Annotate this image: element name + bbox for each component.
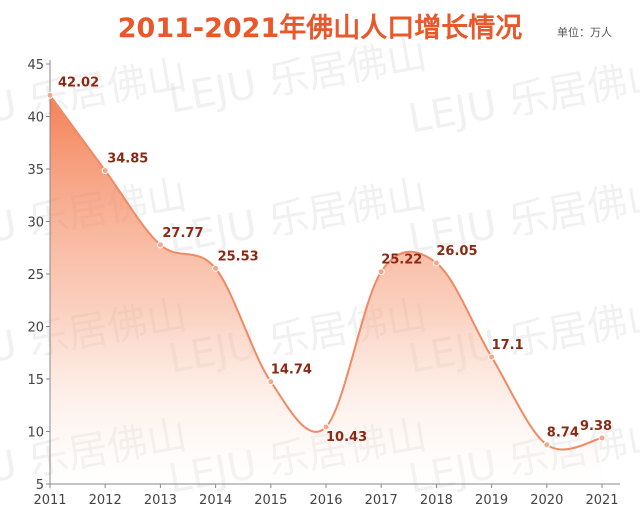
data-label: 9.38 xyxy=(580,419,612,434)
data-point xyxy=(543,441,551,449)
y-tick-label: 35 xyxy=(27,163,44,178)
data-point xyxy=(322,423,330,431)
unit-label: 单位：万人 xyxy=(557,26,612,39)
x-tick-label: 2016 xyxy=(309,493,342,508)
x-tick-label: 2014 xyxy=(199,493,232,508)
y-tick-label: 5 xyxy=(36,478,44,493)
chart-title: 2011-2021年佛山人口增长情况 xyxy=(117,13,523,44)
x-tick-label: 2011 xyxy=(33,493,66,508)
data-label: 25.22 xyxy=(381,253,422,268)
data-label: 14.74 xyxy=(271,363,312,378)
watermark-text: LEJU 乐居佛山 xyxy=(165,172,430,263)
x-tick-label: 2017 xyxy=(365,493,398,508)
y-tick-label: 30 xyxy=(27,216,44,231)
data-point xyxy=(212,264,220,272)
x-tick-label: 2012 xyxy=(89,493,122,508)
data-point xyxy=(598,434,606,442)
data-label: 42.02 xyxy=(58,75,99,90)
y-tick-label: 15 xyxy=(27,373,44,388)
x-tick-label: 2018 xyxy=(420,493,453,508)
y-tick-label: 20 xyxy=(27,321,44,336)
watermark-text: LEJU 乐居佛山 xyxy=(405,52,640,143)
data-label: 8.74 xyxy=(547,426,579,441)
data-label: 25.53 xyxy=(218,249,259,264)
data-point xyxy=(156,241,164,249)
data-label: 10.43 xyxy=(326,430,367,445)
data-point xyxy=(432,259,440,267)
data-point xyxy=(46,91,54,99)
data-point xyxy=(377,268,385,276)
data-point xyxy=(267,378,275,386)
data-point xyxy=(488,353,496,361)
x-tick-label: 2015 xyxy=(254,493,287,508)
data-label: 34.85 xyxy=(107,152,148,167)
data-label: 17.1 xyxy=(492,338,524,353)
data-point xyxy=(101,167,109,175)
x-tick-label: 2021 xyxy=(585,493,618,508)
y-tick-label: 40 xyxy=(27,111,44,126)
data-label: 26.05 xyxy=(436,244,477,259)
y-tick-label: 45 xyxy=(27,58,44,73)
x-tick-label: 2019 xyxy=(475,493,508,508)
watermark-text: LEJU 乐居佛山 xyxy=(165,32,430,123)
area-fill xyxy=(50,95,602,484)
x-tick-label: 2013 xyxy=(144,493,177,508)
y-tick-label: 25 xyxy=(27,268,44,283)
y-tick-label: 10 xyxy=(27,426,44,441)
x-tick-label: 2020 xyxy=(530,493,563,508)
data-label: 27.77 xyxy=(162,226,203,241)
